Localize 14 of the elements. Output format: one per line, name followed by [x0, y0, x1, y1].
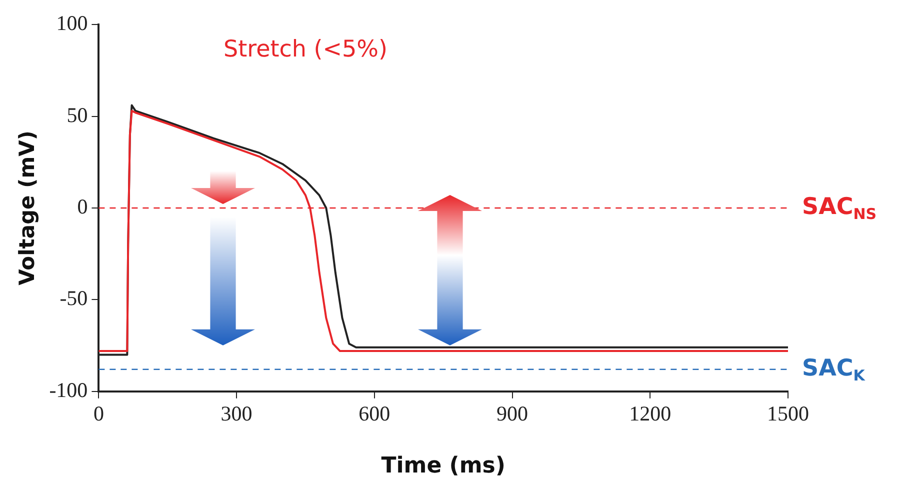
text: Stretch (<5%) [223, 36, 388, 63]
y-tick-label: -50 [60, 286, 88, 310]
x-tick-label: 0 [93, 402, 104, 426]
y-tick-label: 100 [56, 11, 88, 36]
x-tick-label: 900 [496, 402, 528, 426]
y-tick-label: 50 [66, 102, 88, 127]
y-tick-label: 0 [77, 194, 88, 219]
x-tick-label: 600 [358, 402, 390, 426]
y-tick-label: -100 [49, 378, 88, 402]
y-axis-title: Voltage (mV) [15, 130, 40, 286]
x-tick-label: 1200 [629, 402, 672, 426]
x-axis-title: Time (ms) [381, 454, 506, 479]
x-tick-label: 1500 [767, 402, 809, 426]
x-tick-label: 300 [220, 402, 252, 426]
